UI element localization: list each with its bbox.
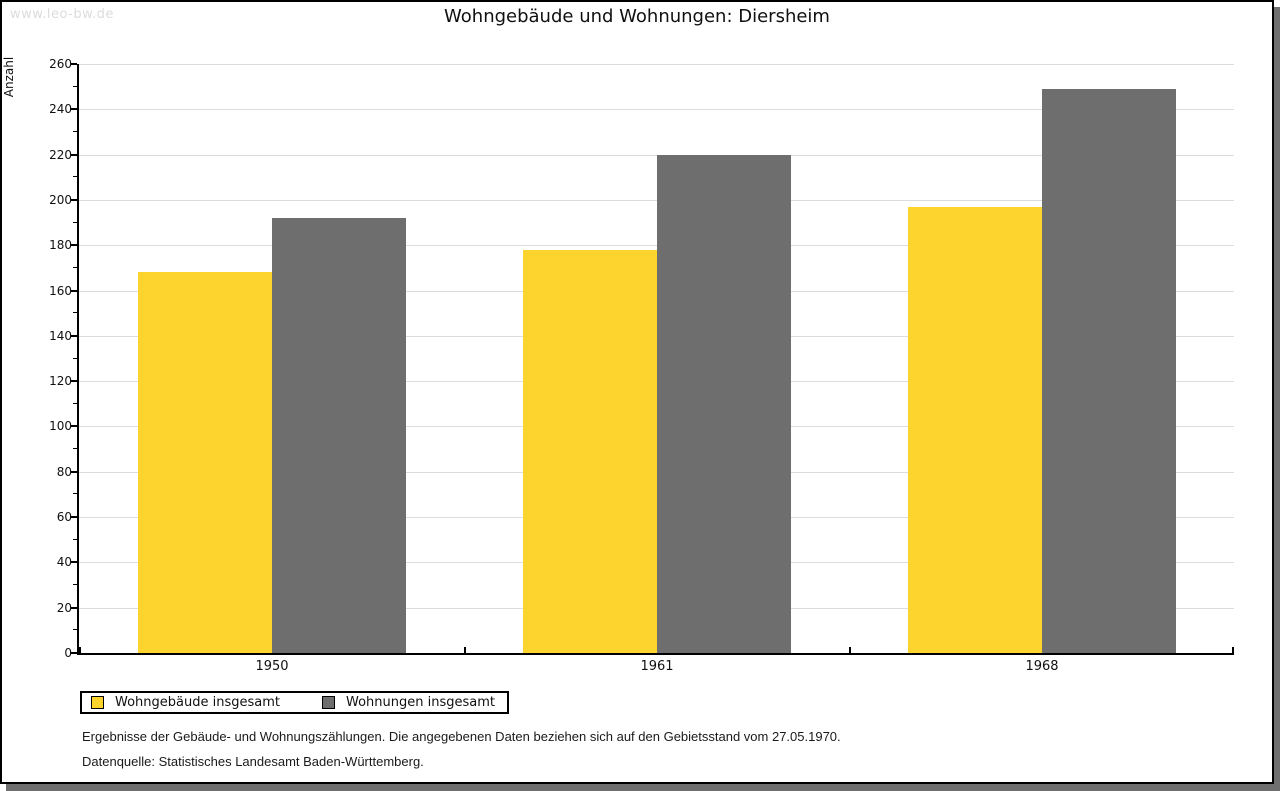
legend-label-wohnungen: Wohnungen insgesamt xyxy=(346,695,495,710)
y-tick-label-160: 160 xyxy=(49,284,72,298)
y-tick-30 xyxy=(73,584,77,585)
y-tick-label-20: 20 xyxy=(56,601,72,615)
y-axis-title: Anzahl xyxy=(2,56,16,98)
y-axis-line xyxy=(77,64,79,655)
gridline-240 xyxy=(79,109,1234,110)
y-tick-label-180: 180 xyxy=(49,238,72,252)
legend-label-wohngebaeude: Wohngebäude insgesamt xyxy=(115,695,280,710)
y-tick-60 xyxy=(70,516,77,518)
x-category-label-1950: 1950 xyxy=(255,659,289,674)
y-tick-240 xyxy=(70,108,77,110)
legend-item-wohngebaeude: Wohngebäude insgesamt xyxy=(91,695,280,710)
y-tick-210 xyxy=(73,176,77,177)
y-tick-20 xyxy=(70,607,77,609)
watermark-text: www.leo-bw.de xyxy=(10,7,114,22)
bar-1961-series1 xyxy=(657,155,791,653)
chart-title: Wohngebäude und Wohnungen: Diersheim xyxy=(444,6,830,27)
y-tick-90 xyxy=(73,448,77,449)
y-tick-200 xyxy=(70,199,77,201)
footer-source: Datenquelle: Statistisches Landesamt Bad… xyxy=(82,754,424,769)
y-tick-140 xyxy=(70,335,77,337)
legend-swatch-wohnungen xyxy=(322,696,335,709)
y-tick-230 xyxy=(73,131,77,132)
y-tick-110 xyxy=(73,403,77,404)
y-tick-130 xyxy=(73,358,77,359)
gridline-180 xyxy=(79,245,1234,246)
x-tick-2 xyxy=(849,647,851,653)
legend-box: Wohngebäude insgesamt Wohnungen insgesam… xyxy=(80,691,509,714)
y-tick-label-40: 40 xyxy=(56,555,72,569)
x-tick-0 xyxy=(79,647,81,653)
plot-area xyxy=(79,64,1234,653)
gridline-200 xyxy=(79,200,1234,201)
y-tick-label-120: 120 xyxy=(49,374,72,388)
y-tick-label-240: 240 xyxy=(49,102,72,116)
y-tick-label-260: 260 xyxy=(49,57,72,71)
y-tick-label-220: 220 xyxy=(49,148,72,162)
y-tick-180 xyxy=(70,244,77,246)
y-tick-260 xyxy=(70,63,77,65)
y-tick-190 xyxy=(73,222,77,223)
y-tick-label-0: 0 xyxy=(64,646,72,660)
y-tick-250 xyxy=(73,86,77,87)
gridline-220 xyxy=(79,155,1234,156)
x-tick-1 xyxy=(464,647,466,653)
x-axis-line xyxy=(77,653,1234,655)
bar-1961-series0 xyxy=(523,250,657,653)
x-category-label-1961: 1961 xyxy=(640,659,674,674)
bar-1968-series0 xyxy=(908,207,1042,653)
y-tick-40 xyxy=(70,561,77,563)
y-tick-50 xyxy=(73,539,77,540)
bar-1950-series0 xyxy=(138,272,272,653)
y-tick-70 xyxy=(73,493,77,494)
y-tick-170 xyxy=(73,267,77,268)
y-tick-160 xyxy=(70,290,77,292)
y-tick-0 xyxy=(70,652,77,654)
bar-1950-series1 xyxy=(272,218,406,653)
legend-swatch-wohngebaeude xyxy=(91,696,104,709)
x-tick-3 xyxy=(1232,647,1234,653)
gridline-260 xyxy=(79,64,1234,65)
y-tick-220 xyxy=(70,154,77,156)
y-tick-150 xyxy=(73,312,77,313)
y-tick-120 xyxy=(70,380,77,382)
y-tick-80 xyxy=(70,471,77,473)
footer-note: Ergebnisse der Gebäude- und Wohnungszähl… xyxy=(82,729,841,744)
y-tick-label-200: 200 xyxy=(49,193,72,207)
y-tick-100 xyxy=(70,425,77,427)
x-category-label-1968: 1968 xyxy=(1025,659,1059,674)
legend-item-wohnungen: Wohnungen insgesamt xyxy=(322,695,495,710)
y-tick-label-140: 140 xyxy=(49,329,72,343)
bar-1968-series1 xyxy=(1042,89,1176,653)
y-tick-label-80: 80 xyxy=(56,465,72,479)
y-tick-label-100: 100 xyxy=(49,419,72,433)
y-tick-10 xyxy=(73,629,77,630)
y-tick-label-60: 60 xyxy=(56,510,72,524)
